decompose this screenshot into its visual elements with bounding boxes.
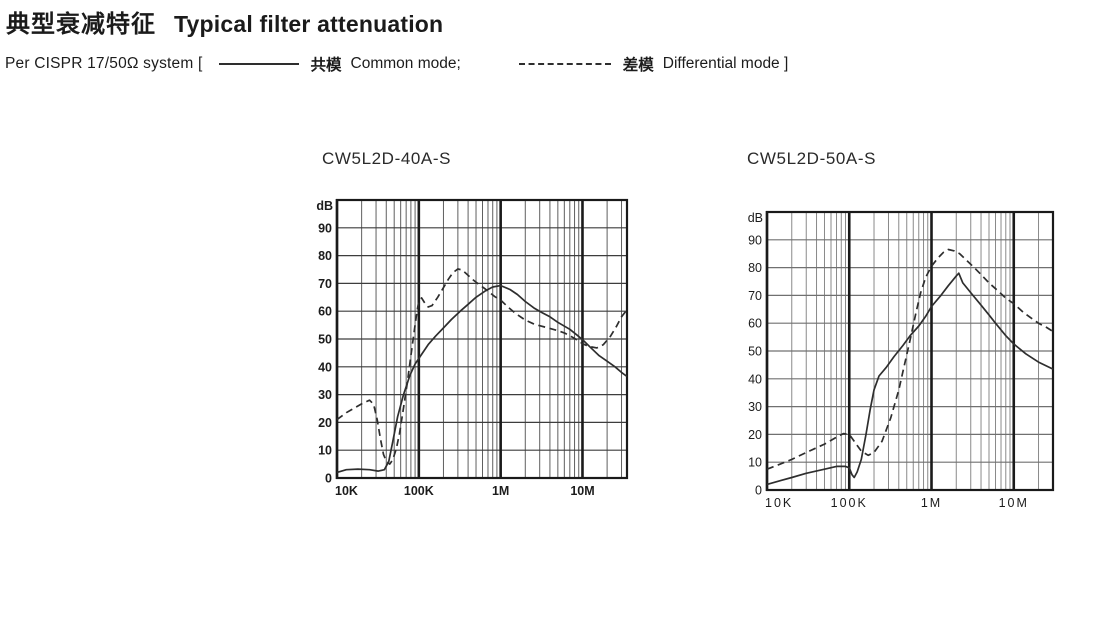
svg-text:100K: 100K — [831, 496, 868, 510]
svg-text:10: 10 — [748, 456, 762, 470]
svg-text:70: 70 — [748, 289, 762, 303]
svg-text:dB: dB — [316, 199, 333, 213]
svg-text:90: 90 — [318, 221, 332, 235]
page-title-english: Typical filter attenuation — [174, 11, 444, 37]
svg-text:40: 40 — [318, 360, 332, 374]
chart-title-cw5l2d-50a-s: CW5L2D-50A-S — [747, 149, 877, 168]
svg-text:80: 80 — [318, 249, 332, 263]
common-mode-label-en: Common mode; — [350, 55, 461, 72]
legend-system-text: Per CISPR 17/50Ω system [ — [5, 55, 203, 72]
svg-text:60: 60 — [748, 317, 762, 331]
svg-text:dB: dB — [748, 211, 763, 225]
svg-text:100K: 100K — [404, 484, 434, 498]
page-title: 典型衰减特征 Typical filter attenuation — [6, 4, 443, 39]
differential-mode-label-cn: 差模 — [622, 57, 654, 74]
svg-text:50: 50 — [748, 345, 762, 359]
svg-text:1M: 1M — [921, 496, 942, 510]
svg-text:30: 30 — [318, 388, 332, 402]
common-mode-curve — [766, 272, 1054, 486]
svg-text:40: 40 — [748, 372, 762, 386]
svg-text:10K: 10K — [765, 496, 793, 510]
common-mode-curve — [336, 284, 628, 474]
common-mode-label-cn: 共模 — [310, 57, 342, 74]
svg-text:90: 90 — [748, 233, 762, 247]
svg-text:30: 30 — [748, 400, 762, 414]
differential-mode-curve — [766, 248, 1054, 470]
svg-text:80: 80 — [748, 261, 762, 275]
svg-text:20: 20 — [318, 416, 332, 430]
svg-text:1M: 1M — [492, 484, 509, 498]
svg-text:10: 10 — [318, 444, 332, 458]
differential-mode-label-en: Differential mode ] — [662, 55, 789, 72]
svg-text:10M: 10M — [999, 496, 1029, 510]
svg-text:70: 70 — [318, 277, 332, 291]
svg-text:0: 0 — [325, 472, 332, 486]
svg-text:10K: 10K — [335, 484, 358, 498]
svg-text:0: 0 — [755, 484, 762, 498]
chart-title-cw5l2d-40a-s: CW5L2D-40A-S — [322, 149, 452, 168]
differential-mode-curve — [336, 268, 628, 465]
svg-text:20: 20 — [748, 428, 762, 442]
svg-text:60: 60 — [318, 305, 332, 319]
chart-legend: Per CISPR 17/50Ω system [ 共模 Common mode… — [5, 53, 788, 75]
page-title-chinese: 典型衰减特征 — [6, 11, 156, 38]
svg-text:50: 50 — [318, 333, 332, 347]
dashed-line-sample-icon — [518, 63, 611, 65]
svg-text:10M: 10M — [570, 484, 594, 498]
attenuation-chart-cw5l2d-50a-s: 0 10 20 30 40 50 60 70 80 90 dB 10K 100K 1M 10M — [748, 210, 1055, 510]
solid-line-sample-icon — [218, 63, 299, 65]
attenuation-chart-cw5l2d-40a-s: 0 10 20 30 40 50 60 70 80 90 dB 10K 100K 1M 10M — [316, 198, 629, 498]
